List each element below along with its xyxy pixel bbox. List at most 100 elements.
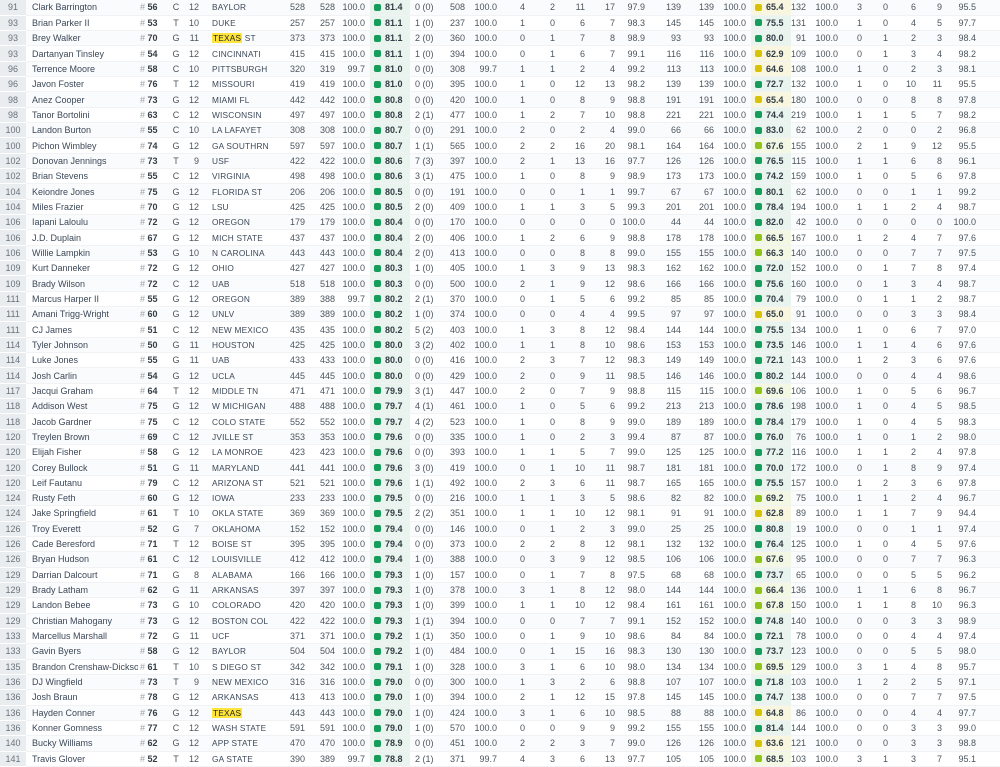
games: 12 xyxy=(186,199,206,216)
player[interactable]: Marcellus Marshall xyxy=(26,628,138,645)
team: BAYLOR xyxy=(206,643,282,660)
table-row: 118 Jacob Gardner # 75 C 12 COLO STATE 552 552 1… xyxy=(0,413,1000,430)
player[interactable]: Corey Bullock xyxy=(26,459,138,476)
games: 10 xyxy=(186,505,206,522)
tps-efficiency: 97.4 xyxy=(947,628,981,645)
player[interactable]: Troy Everett xyxy=(26,521,138,537)
player[interactable]: Brian Stevens xyxy=(26,168,138,185)
player[interactable]: Hayden Conner xyxy=(26,705,138,721)
player[interactable]: Javon Foster xyxy=(26,76,138,93)
rank: 104 xyxy=(0,183,26,200)
player[interactable]: Donovan Jennings xyxy=(26,153,138,170)
player[interactable]: Jacqui Graham xyxy=(26,383,138,400)
tps-qb-hits: 1 xyxy=(867,505,893,522)
player[interactable]: Rusty Feth xyxy=(26,490,138,507)
player[interactable]: Josh Carlin xyxy=(26,367,138,384)
player[interactable]: Terrence Moore xyxy=(26,61,138,78)
player[interactable]: Travis Glover xyxy=(26,751,138,767)
player[interactable]: Iapani Laloulu xyxy=(26,214,138,231)
player[interactable]: Willie Lampkin xyxy=(26,245,138,262)
team: TEXAS ST xyxy=(206,30,282,47)
player[interactable]: Bucky Williams xyxy=(26,735,138,752)
tps-snaps: 67 xyxy=(650,183,686,200)
pressures: 6 xyxy=(560,229,590,246)
player[interactable]: Christian Mahogany xyxy=(26,613,138,629)
rank: 140 xyxy=(0,735,26,752)
grade-badge-icon xyxy=(755,571,762,579)
pass-block-snaps: 508 xyxy=(446,0,470,16)
player[interactable]: Clark Barrington xyxy=(26,0,138,16)
games: 12 xyxy=(186,735,206,752)
tps-grade: 66.4 xyxy=(751,582,791,599)
tps-qb-hits: 2 xyxy=(867,674,893,691)
tps-total-pressures: 9 xyxy=(921,459,947,476)
tps-snap-pct-2: 100.0 xyxy=(811,367,843,384)
grade-badge-icon xyxy=(374,142,381,150)
grade-badge-icon xyxy=(374,494,381,502)
rank: 124 xyxy=(0,505,26,522)
player[interactable]: Darrian Dalcourt xyxy=(26,567,138,583)
row-spacer xyxy=(981,352,1000,369)
player[interactable]: Gavin Byers xyxy=(26,643,138,660)
player[interactable]: DJ Wingfield xyxy=(26,674,138,691)
player[interactable]: Jake Springfield xyxy=(26,505,138,522)
snaps-played: 371 xyxy=(310,628,340,645)
snap-pct: 100.0 xyxy=(340,643,370,660)
grade-badge-icon xyxy=(755,693,762,701)
player[interactable]: Dartanyan Tinsley xyxy=(26,45,138,62)
total-pressures: 11 xyxy=(590,367,620,384)
player[interactable]: Brady Latham xyxy=(26,582,138,599)
rank: 106 xyxy=(0,214,26,231)
player[interactable]: Josh Braun xyxy=(26,689,138,706)
player[interactable]: Landon Burton xyxy=(26,122,138,139)
tps-pass-block-snaps: 62 xyxy=(791,122,811,139)
tps-efficiency: 98.8 xyxy=(947,735,981,752)
player[interactable]: Tanor Bortolini xyxy=(26,107,138,124)
player[interactable]: Anez Cooper xyxy=(26,91,138,108)
player[interactable]: CJ James xyxy=(26,321,138,338)
player[interactable]: Tyler Johnson xyxy=(26,337,138,354)
qb-hits: 1 xyxy=(530,659,560,675)
grade-badge-icon xyxy=(755,755,762,763)
player[interactable]: Treylen Brown xyxy=(26,429,138,446)
sacks-hits-allowed: 1 (0) xyxy=(410,15,446,32)
player[interactable]: Amani Trigg-Wright xyxy=(26,306,138,323)
player[interactable]: Konner Gomness xyxy=(26,720,138,737)
tps-hurries: 1 xyxy=(843,337,867,354)
snaps: 521 xyxy=(282,475,310,492)
player[interactable]: Brady Wilson xyxy=(26,275,138,292)
player[interactable]: Jacob Gardner xyxy=(26,413,138,430)
pass-block-grade: 80.7 xyxy=(370,137,410,154)
player[interactable]: Addison West xyxy=(26,398,138,415)
pass-block-snap-pct: 100.0 xyxy=(470,352,502,369)
pressures: 8 xyxy=(560,91,590,108)
player[interactable]: Brian Parker II xyxy=(26,15,138,32)
player[interactable]: Marcus Harper II xyxy=(26,291,138,308)
player[interactable]: J.D. Duplain xyxy=(26,229,138,246)
pressures: 7 xyxy=(560,613,590,629)
tps-pressures: 7 xyxy=(893,245,921,262)
position: C xyxy=(166,0,186,16)
tps-snap-pct: 100.0 xyxy=(719,367,751,384)
player[interactable]: Elijah Fisher xyxy=(26,444,138,461)
player[interactable]: Luke Jones xyxy=(26,352,138,369)
player[interactable]: Pichon Wimbley xyxy=(26,137,138,154)
tps-snap-pct-2: 100.0 xyxy=(811,153,843,170)
snaps-played: 427 xyxy=(310,260,340,277)
table-row: 98 Anez Cooper # 73 G 12 MIAMI FL 442 442 100.0 8… xyxy=(0,91,1000,108)
row-spacer xyxy=(981,229,1000,246)
player[interactable]: Cade Beresford xyxy=(26,536,138,553)
player[interactable]: Miles Frazier xyxy=(26,199,138,216)
grade-badge-icon xyxy=(374,111,381,119)
position: C xyxy=(166,429,186,446)
player[interactable]: Keiondre Jones xyxy=(26,183,138,200)
player[interactable]: Bryan Hudson xyxy=(26,551,138,568)
snaps-played: 597 xyxy=(310,137,340,154)
player[interactable]: Kurt Danneker xyxy=(26,260,138,277)
player[interactable]: Brandon Crenshaw-Dickson xyxy=(26,659,138,675)
jersey: # 77 xyxy=(138,720,166,737)
player[interactable]: Landon Bebee xyxy=(26,597,138,614)
tps-pass-block-snaps: 123 xyxy=(791,643,811,660)
player[interactable]: Leif Fautanu xyxy=(26,475,138,492)
player[interactable]: Brey Walker xyxy=(26,30,138,47)
